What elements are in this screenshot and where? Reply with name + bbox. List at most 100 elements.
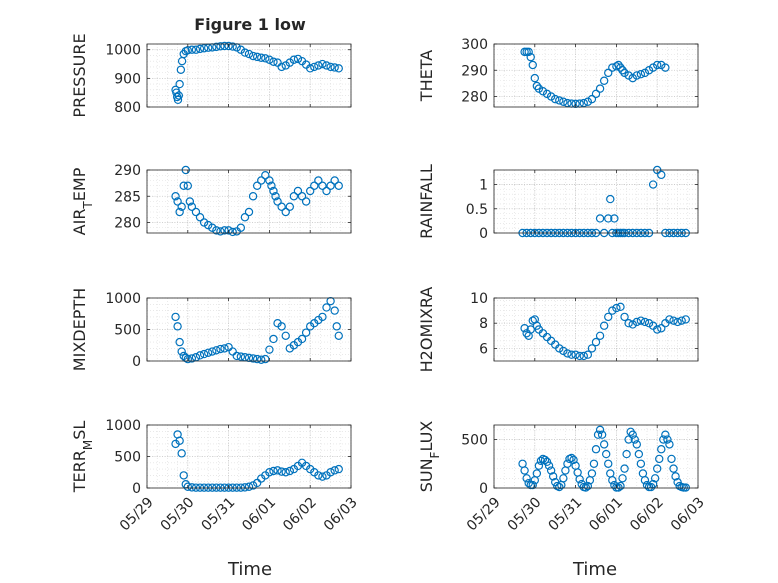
terr-msl-panel: 05/29 05/30 05/31 06/01 06/02 06/03 0 500 1000 TE… [70,418,361,534]
data-point [265,468,274,477]
data-point [318,59,327,69]
y-axis-label: MIXDEPTH [70,288,89,371]
data-point [661,63,670,72]
y-tick-label: 0 [132,354,141,370]
data-point [330,466,339,475]
data-point [667,454,676,464]
data-point [563,349,572,358]
data-point [657,324,666,333]
figure-title: Figure 1 low [194,15,306,34]
x-axis-label-right: Time [572,559,617,580]
data-point [297,334,307,344]
data-point [269,57,278,66]
data-point [606,194,615,204]
data-point [330,176,339,185]
data-point [642,480,652,490]
x-tick-label: 06/03 [668,494,708,534]
data-point [661,430,670,439]
data-point [559,97,568,106]
data-point [532,81,542,91]
data-point [310,181,319,190]
y-tick-label: 290 [461,63,488,79]
data-point [650,474,660,483]
data-point [177,202,186,211]
data-point [591,445,601,454]
data-point [669,464,678,473]
data-point [334,464,343,474]
y-tick-label: 500 [114,450,141,466]
data-point [608,306,617,315]
data-point [269,334,278,344]
data-point [528,60,537,70]
data-point [334,64,343,73]
data-point [567,453,576,463]
data-point [610,214,619,223]
y-tick-label: 0 [132,481,141,497]
x-tick-label: 06/03 [321,494,361,534]
data-point [244,353,254,363]
data-point [618,474,627,483]
data-point [593,430,603,439]
y-axis-label: RAINFALL [417,164,436,239]
data-point [632,71,642,80]
data-point [248,192,258,201]
data-point [595,214,605,223]
data-point [581,483,591,492]
data-point [591,337,601,347]
data-point [524,47,533,57]
data-point [589,459,599,468]
data-point [199,44,209,53]
data-point [240,213,250,222]
data-point [322,61,331,70]
data-point [185,197,195,206]
y-tick-label: 500 [114,323,141,339]
data-point [257,53,266,62]
data-point [599,321,609,330]
data-point [220,344,229,353]
data-point [277,62,286,72]
y-axis-label: AIRTEMP [70,167,95,235]
data-point [285,466,294,476]
data-point [612,62,621,71]
data-point [520,466,529,475]
data-point [528,480,537,490]
data-point [559,474,568,483]
data-point [187,202,197,211]
data-point [536,456,546,466]
h2omixra-panel: 6 8 10 H2OMIXRA [417,287,699,373]
data-point [289,55,299,64]
mixdepth-panel: 0 500 1000 MIXDEPTH [70,288,352,371]
data-point [208,347,217,356]
y-tick-label: 6 [479,341,488,357]
y-axis-label: PRESSURE [70,33,89,117]
data-point [277,322,286,331]
data-point [265,345,274,354]
data-point [261,171,270,180]
data-point [175,207,184,217]
data-point [326,181,335,190]
data-point [293,186,303,196]
data-point [671,472,680,481]
data-point [322,186,331,196]
y-tick-label: 0 [479,481,488,497]
data-point [281,207,290,217]
data-point [526,325,535,334]
data-point [330,63,339,72]
y-axis-label: H2OMIXRA [417,287,436,373]
data-point [277,467,286,476]
x-tick-label: 05/30 [505,494,545,534]
data-point [191,207,201,217]
data-point [293,54,303,64]
data-point [244,207,254,217]
data-point [252,354,262,364]
axes-box [493,424,699,489]
data-point [616,481,625,491]
data-point [257,355,266,364]
data-point [587,344,597,353]
data-point [530,73,540,83]
x-tick-label: 05/31 [199,494,239,534]
data-point [567,350,576,359]
data-point [540,455,550,465]
data-point [220,41,229,51]
data-point [273,466,282,475]
